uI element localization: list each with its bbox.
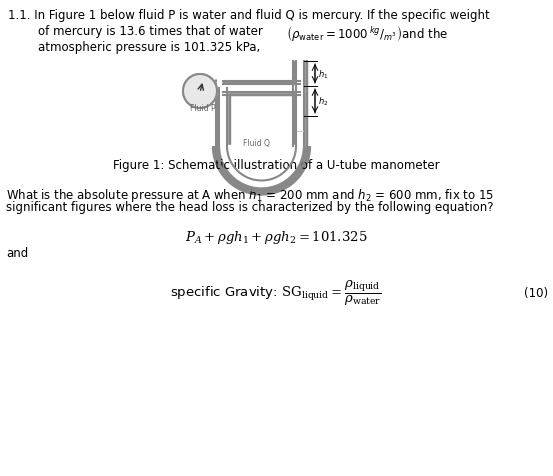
Text: of mercury is 13.6 times that of water: of mercury is 13.6 times that of water [38,25,270,38]
Bar [296,62,304,147]
Text: $h_1$: $h_1$ [318,68,328,80]
Text: Figure 1: Schematic illustration of a U-tube manometer: Figure 1: Schematic illustration of a U-… [113,159,439,172]
Text: atmospheric pressure is 101.325 kPa,: atmospheric pressure is 101.325 kPa, [38,41,260,54]
Text: $\left(\rho_{\mathrm{water}} = 1000\,^{kg}/_{m^3}\right)$and the: $\left(\rho_{\mathrm{water}} = 1000\,^{k… [286,24,448,43]
Text: Fluid P: Fluid P [190,104,216,113]
Text: 1.1. In Figure 1 below fluid P is water and fluid Q is mercury. If the specific : 1.1. In Figure 1 below fluid P is water … [8,9,490,22]
Text: significant figures where the head loss is characterized by the following equati: significant figures where the head loss … [6,200,493,214]
Bar [219,85,304,93]
Bar [227,89,230,147]
Circle shape [183,75,217,109]
Text: Fluid Q: Fluid Q [243,139,270,148]
Text: $h_2$: $h_2$ [318,96,328,108]
Bar [219,85,227,147]
Text: specific Gravity: $\mathrm{SG_{liquid}} = \dfrac{\rho_{\mathrm{liquid}}}{\rho_{\: specific Gravity: $\mathrm{SG_{liquid}} … [170,278,382,307]
Bar [223,82,300,85]
Bar [304,62,307,147]
Text: What is the absolute pressure at A when $\mathit{h_1}$ = 200 mm and $\mathit{h_2: What is the absolute pressure at A when … [6,187,494,204]
Text: (10): (10) [524,287,548,299]
Text: $P_A + \rho g h_1 + \rho g h_2 = 101.325$: $P_A + \rho g h_1 + \rho g h_2 = 101.325… [185,228,367,246]
Bar [293,62,296,147]
Bar [216,89,219,147]
Text: and: and [6,247,28,259]
Bar [223,93,300,96]
Circle shape [183,75,217,109]
